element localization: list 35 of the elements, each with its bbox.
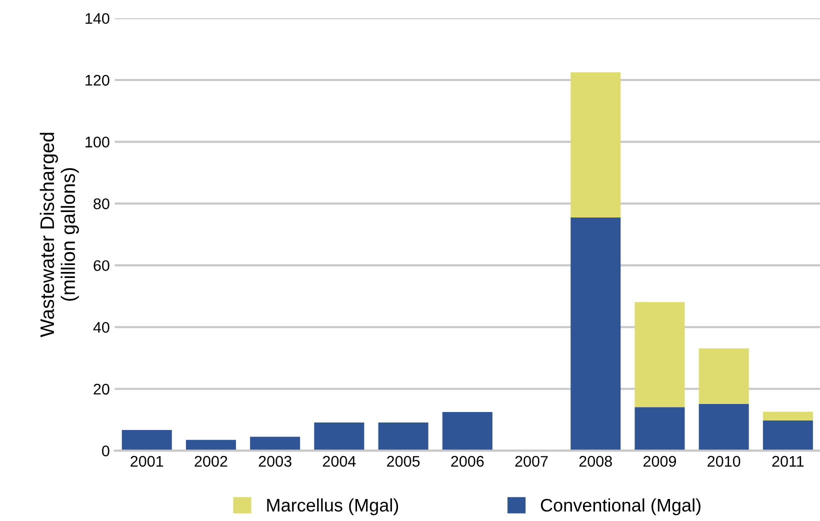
bar	[442, 412, 492, 451]
bar	[122, 430, 172, 451]
bar	[378, 422, 428, 451]
y-tick-label: 140	[86, 13, 110, 24]
bar	[314, 422, 364, 451]
bar	[570, 217, 621, 451]
y-tick-label: 20	[94, 384, 110, 395]
x-tick-label: 2004	[322, 456, 356, 467]
y-axis-title: Wastewater Discharged (million gallons)	[40, 132, 79, 338]
y-tick-label: 120	[86, 74, 110, 86]
x-tick-label: 2010	[708, 456, 740, 467]
bar	[762, 420, 813, 451]
y-tick-label: 100	[86, 136, 110, 148]
x-tick-label: 2001	[130, 456, 164, 467]
bar	[698, 404, 749, 451]
x-tick-label: 2009	[644, 456, 676, 467]
x-tick-label: 2005	[387, 456, 420, 467]
y-tick-label: 60	[94, 260, 110, 272]
x-tick-label: 2003	[258, 456, 292, 467]
x-tick-label: 2002	[194, 456, 228, 467]
y-tick-label: 80	[94, 198, 110, 210]
x-tick-label: 2008	[579, 456, 612, 467]
legend-label: Marcellus (Mgal)	[267, 498, 398, 516]
x-tick-label: 2011	[772, 456, 804, 467]
bar	[762, 412, 813, 420]
y-tick-label: 40	[93, 322, 110, 333]
bar	[570, 72, 621, 218]
x-tick-label: 2006	[451, 456, 484, 467]
bar	[634, 407, 685, 451]
legend-label: Conventional (Mgal)	[540, 498, 700, 516]
bar	[634, 302, 685, 408]
bar	[250, 436, 300, 451]
y-tick-label: 0	[102, 446, 110, 456]
bar	[698, 348, 749, 404]
x-tick-label: 2007	[515, 456, 548, 467]
